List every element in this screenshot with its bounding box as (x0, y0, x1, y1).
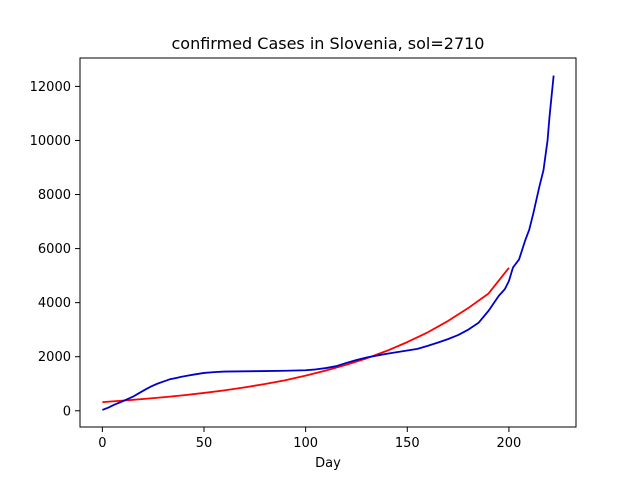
y-tick-label: 10000 (30, 134, 71, 149)
x-tick-label: 200 (497, 436, 522, 451)
y-tick-label: 0 (63, 404, 71, 419)
series-line-1 (102, 75, 555, 411)
axes-frame (79, 57, 577, 428)
x-tick-label: 150 (395, 436, 420, 451)
y-tick-label: 4000 (38, 296, 71, 311)
chart-title: confirmed Cases in Slovenia, sol=2710 (172, 34, 485, 53)
x-tick-label: 100 (293, 436, 318, 451)
y-tick-label: 12000 (30, 80, 71, 95)
x-tick-label: 50 (196, 436, 213, 451)
x-axis-label: Day (315, 456, 341, 471)
x-tick-label: 0 (98, 436, 106, 451)
y-tick-label: 2000 (38, 350, 71, 365)
x-axis-ticks: 0 50 100 150 200 (98, 427, 521, 451)
plot-layer (102, 75, 555, 411)
y-tick-label: 6000 (38, 242, 71, 257)
y-axis-ticks: 0 2000 4000 6000 8000 10000 12000 (30, 80, 80, 419)
series-line-0 (102, 267, 510, 404)
y-tick-label: 8000 (38, 188, 71, 203)
